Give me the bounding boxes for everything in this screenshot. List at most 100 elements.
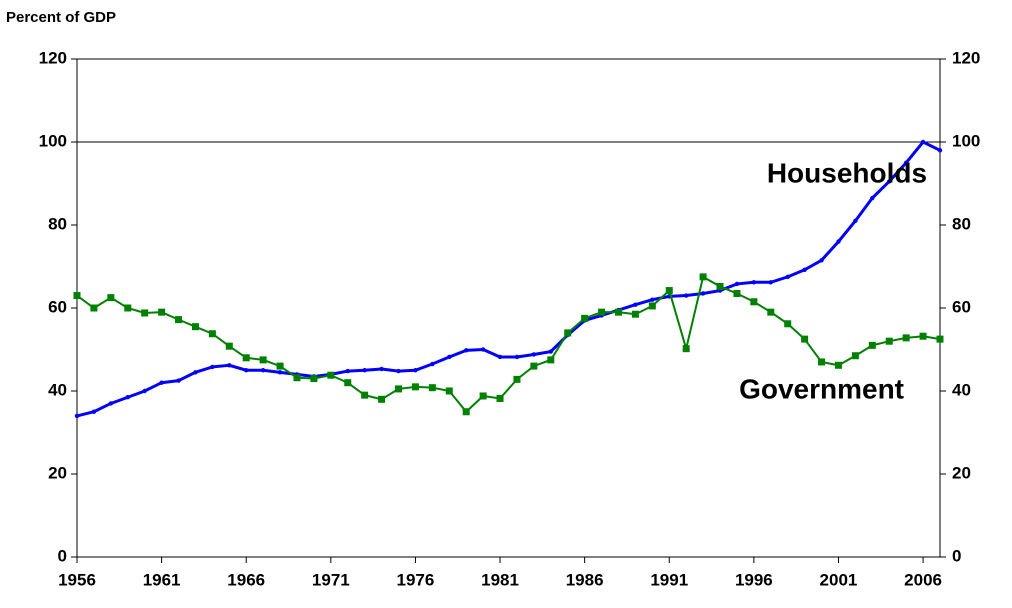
point — [73, 292, 81, 300]
point — [107, 294, 115, 302]
point — [158, 308, 166, 316]
point — [91, 409, 97, 414]
point — [937, 148, 943, 153]
y-tick-label: 100 — [39, 131, 67, 150]
point — [428, 384, 436, 392]
point — [785, 274, 790, 280]
point — [413, 368, 418, 373]
point — [159, 380, 164, 385]
point — [260, 368, 266, 373]
point — [920, 139, 926, 145]
point — [581, 314, 589, 322]
point — [496, 394, 504, 402]
point — [870, 195, 875, 201]
point — [836, 239, 841, 244]
point — [834, 361, 842, 369]
point — [277, 370, 283, 375]
point — [191, 323, 199, 331]
point — [345, 368, 350, 374]
point — [142, 388, 147, 394]
point — [919, 332, 927, 340]
y2-tick-label: 80 — [952, 214, 971, 233]
x-tick-label: 2001 — [820, 570, 858, 589]
point — [411, 383, 419, 391]
y-tick-label: 60 — [48, 297, 67, 316]
point — [447, 354, 452, 360]
point — [74, 413, 80, 419]
point — [463, 348, 469, 353]
point — [90, 304, 98, 312]
point — [716, 282, 724, 290]
point — [819, 258, 824, 263]
x-tick-label: 1956 — [58, 570, 96, 589]
y-axis-label: Percent of GDP — [6, 9, 116, 26]
point — [210, 364, 215, 370]
point — [193, 370, 198, 375]
x-tick-label: 1996 — [735, 570, 773, 589]
point — [547, 356, 555, 364]
x-tick-label: 1961 — [143, 570, 181, 589]
point — [514, 354, 520, 360]
point — [633, 302, 638, 307]
point — [683, 293, 689, 298]
point — [108, 401, 114, 406]
y2-tick-label: 100 — [952, 131, 980, 150]
point — [851, 352, 859, 360]
y-tick-label: 20 — [48, 463, 67, 482]
point — [548, 349, 554, 354]
point — [936, 335, 944, 343]
point — [734, 281, 740, 287]
point — [227, 363, 232, 368]
point — [310, 375, 318, 383]
point — [530, 362, 538, 370]
point — [650, 297, 655, 302]
y2-tick-label: 40 — [952, 380, 971, 399]
point — [462, 408, 470, 416]
point — [598, 308, 606, 316]
point — [175, 316, 183, 324]
point — [378, 395, 386, 403]
point — [259, 356, 267, 364]
point — [124, 304, 132, 312]
point — [665, 287, 673, 295]
point — [868, 341, 876, 349]
y-tick-label: 120 — [39, 48, 67, 67]
x-tick-label: 1966 — [227, 570, 265, 589]
y2-tick-label: 0 — [952, 546, 961, 565]
series-line — [76, 140, 941, 418]
point — [362, 368, 367, 373]
point — [614, 308, 622, 316]
point — [244, 368, 249, 373]
point — [903, 160, 909, 165]
point — [125, 395, 130, 400]
point — [361, 391, 369, 399]
x-tick-label: 1986 — [566, 570, 604, 589]
point — [208, 330, 216, 338]
point — [733, 289, 741, 297]
point — [802, 267, 807, 273]
y-tick-label: 80 — [48, 214, 67, 233]
point — [887, 179, 892, 184]
point — [768, 280, 773, 285]
point — [513, 375, 521, 383]
point — [395, 385, 403, 393]
x-tick-label: 1991 — [650, 570, 688, 589]
point — [885, 337, 893, 345]
point — [176, 378, 181, 383]
point — [141, 309, 149, 317]
point — [801, 335, 809, 343]
y2-tick-label: 120 — [952, 48, 980, 67]
point — [242, 354, 250, 362]
y-tick-label: 40 — [48, 380, 67, 399]
point — [902, 334, 910, 342]
point — [750, 298, 758, 306]
point — [767, 308, 775, 316]
y2-tick-label: 60 — [952, 297, 971, 316]
point — [379, 366, 384, 372]
point — [497, 354, 503, 360]
point — [479, 392, 487, 400]
point — [818, 358, 826, 366]
point — [445, 387, 453, 395]
point — [682, 345, 690, 353]
